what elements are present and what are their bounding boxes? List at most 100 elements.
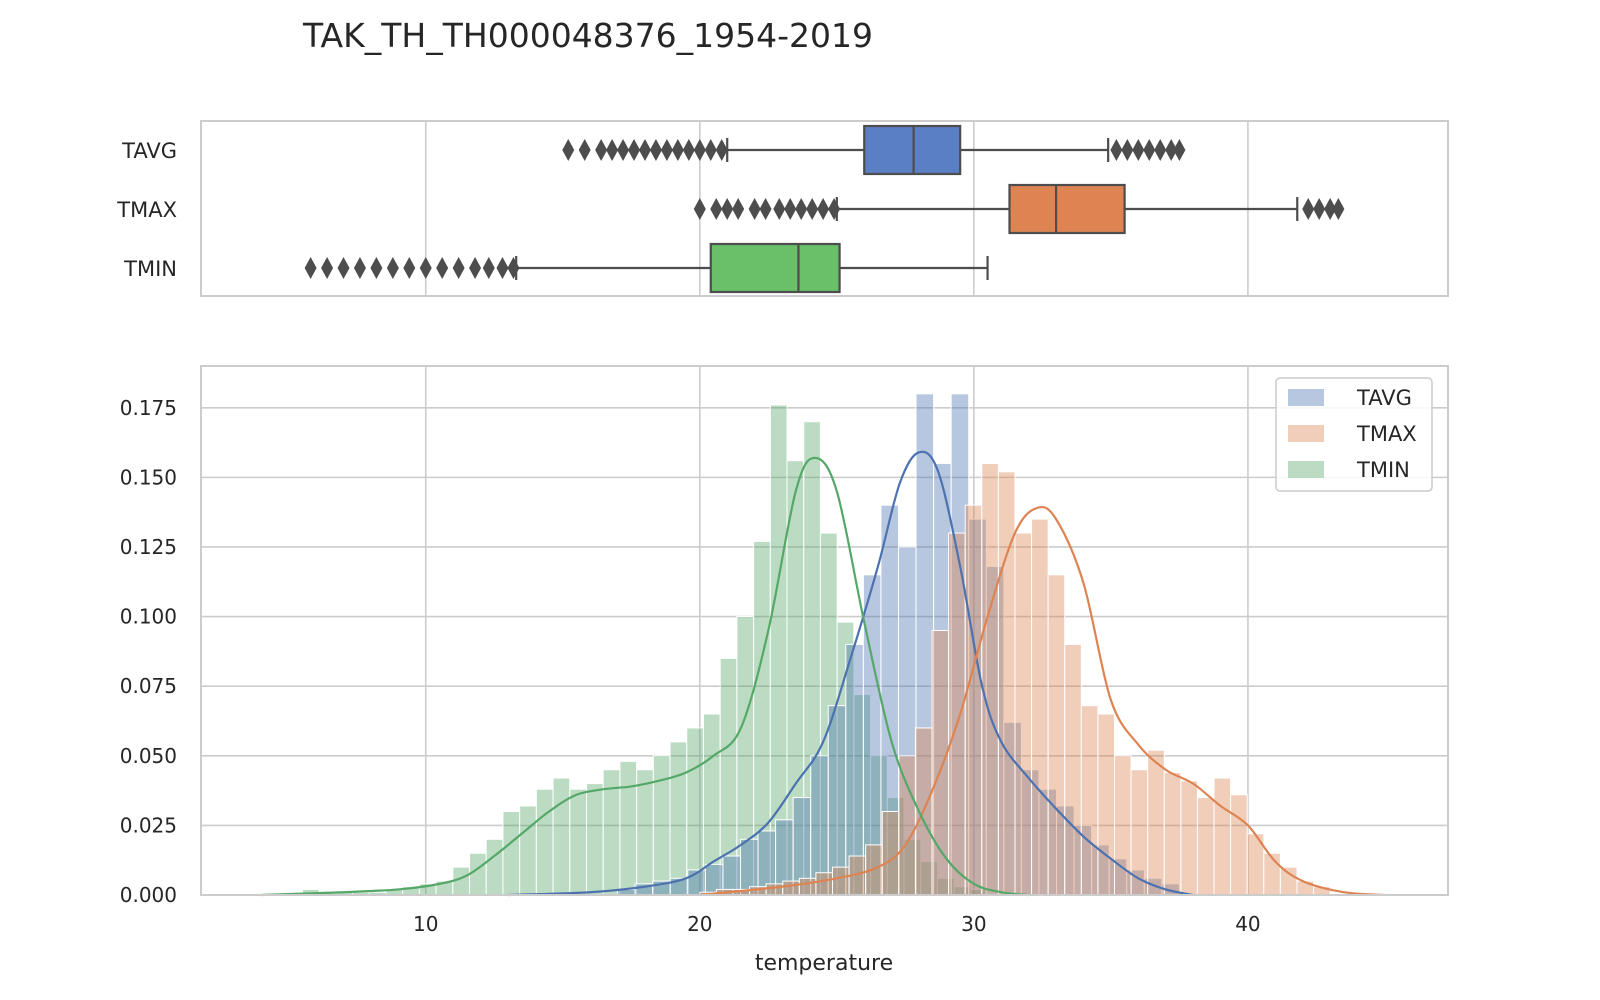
- hist-bar: [898, 755, 916, 896]
- outlier-point: [1165, 139, 1178, 161]
- outlier-point: [748, 198, 761, 220]
- y-tick-label: 0.050: [120, 744, 177, 768]
- outlier-point: [649, 139, 662, 161]
- hist-bar: [1014, 532, 1033, 896]
- outlier-point: [1110, 139, 1123, 161]
- outlier-point: [1324, 198, 1337, 220]
- outlier-point: [660, 139, 673, 161]
- outlier-point: [732, 198, 745, 220]
- bars-tmax: [699, 462, 1331, 896]
- hist-bar: [948, 532, 966, 896]
- outlier-point: [795, 198, 808, 220]
- hist-bar: [1097, 713, 1116, 896]
- outlier-point: [452, 257, 465, 279]
- outlier-point: [304, 257, 317, 279]
- outlier-point: [617, 139, 630, 161]
- hist-bar: [798, 877, 817, 896]
- x-axis-label: temperature: [755, 951, 893, 976]
- hist-bar: [815, 872, 834, 896]
- outlier-point: [710, 198, 723, 220]
- box-iqr: [709, 242, 841, 294]
- hist-bar: [997, 471, 1016, 896]
- boxplot-frame: [200, 120, 1449, 297]
- hist-bar: [765, 883, 784, 896]
- outlier-point: [419, 257, 432, 279]
- outlier-point: [759, 198, 772, 220]
- hist-bar: [1147, 749, 1165, 896]
- legend-label-tmax: TMAX: [1356, 422, 1417, 446]
- box-category-label: TMAX: [116, 198, 177, 222]
- boxplot-panel: TAVG TMAX TMIN: [116, 120, 1449, 297]
- outlier-point: [773, 198, 786, 220]
- hist-bar: [1163, 771, 1182, 896]
- box-iqr: [1008, 183, 1126, 235]
- outlier-point: [606, 139, 619, 161]
- histogram-panel: 0.000 0.025 0.050 0.075 0.100 0.125 0.150 0.175…: [120, 365, 1449, 976]
- hist-bar: [881, 810, 900, 896]
- y-tick-label: 0.100: [120, 605, 177, 629]
- y-tick-label: 0.075: [120, 674, 177, 698]
- hist-bar: [1180, 780, 1198, 896]
- x-tick-label: 30: [961, 912, 986, 936]
- outlier-point: [628, 139, 641, 161]
- outlier-point: [321, 257, 334, 279]
- x-tick-label: 40: [1235, 912, 1260, 936]
- hist-bar: [502, 810, 521, 896]
- legend-swatch-tmin: [1288, 461, 1324, 478]
- outlier-point: [578, 139, 591, 161]
- outlier-point: [403, 257, 416, 279]
- hist-bar: [981, 462, 999, 896]
- box-tavg: [562, 124, 1186, 176]
- outlier-point: [1154, 139, 1167, 161]
- outlier-point: [693, 198, 706, 220]
- hist-bar: [1064, 643, 1082, 896]
- outlier-point: [337, 257, 350, 279]
- hist-bar: [485, 838, 504, 896]
- outlier-point: [353, 257, 366, 279]
- hist-bar: [931, 630, 950, 896]
- outlier-point: [682, 139, 695, 161]
- outlier-point: [817, 198, 830, 220]
- hist-bar: [585, 783, 604, 896]
- outlier-point: [386, 257, 399, 279]
- y-tick-label: 0.125: [120, 535, 177, 559]
- outlier-point: [507, 257, 520, 279]
- outlier-point: [721, 198, 734, 220]
- outlier-point: [1173, 139, 1186, 161]
- kde-line-tmax: [699, 505, 1386, 897]
- outlier-point: [370, 257, 383, 279]
- outlier-point: [1132, 139, 1145, 161]
- outlier-point: [704, 139, 717, 161]
- hist-bar: [964, 504, 983, 896]
- legend-label-tmin: TMIN: [1356, 458, 1410, 482]
- hist-bar: [782, 880, 800, 896]
- outlier-point: [1121, 139, 1134, 161]
- hist-bar: [469, 852, 487, 896]
- outlier-point: [482, 257, 495, 279]
- kde-line-tmin: [261, 456, 1029, 897]
- outlier-point: [806, 198, 819, 220]
- hist-bar: [636, 769, 654, 896]
- legend-swatch-tavg: [1288, 389, 1324, 406]
- hist-bar: [1114, 755, 1132, 896]
- outlier-point: [638, 139, 651, 161]
- x-tick-label: 10: [413, 912, 438, 936]
- outlier-point: [436, 257, 449, 279]
- legend-swatch-tmax: [1288, 425, 1324, 442]
- outlier-point: [784, 198, 797, 220]
- hist-bar: [519, 805, 537, 896]
- histogram-frame: [200, 365, 1449, 896]
- box-category-label: TAVG: [121, 139, 177, 163]
- hist-bar: [1279, 866, 1298, 896]
- hist-bar: [1080, 705, 1099, 896]
- chart-title: TAK_TH_TH000048376_1954-2019: [302, 16, 873, 55]
- box-iqr: [863, 124, 962, 176]
- x-tick-label: 20: [687, 912, 712, 936]
- outlier-point: [562, 139, 575, 161]
- box-tmax: [693, 183, 1345, 235]
- outlier-point: [671, 139, 684, 161]
- hist-bar: [1213, 777, 1232, 896]
- y-tick-label: 0.000: [120, 883, 177, 907]
- hist-bar: [619, 760, 638, 896]
